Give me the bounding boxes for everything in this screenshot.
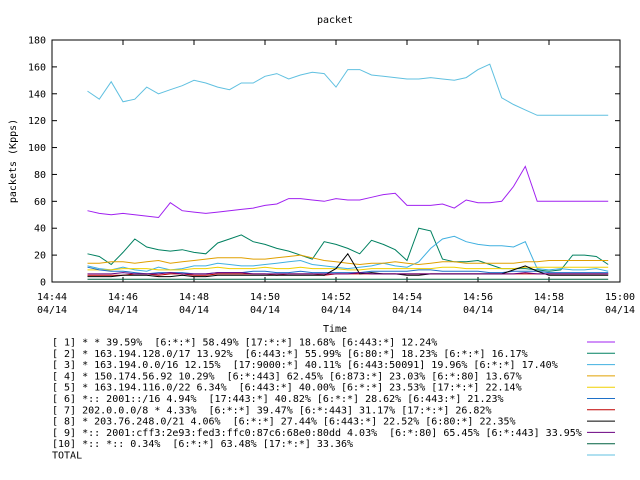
y-tick-label: 80 [34,170,46,181]
series-line-9 [87,272,609,275]
y-tick-label: 160 [28,62,46,73]
legend-entry: [ 4] * 150.174.56.92 10.29% [6:*:443] 62… [52,371,522,382]
y-tick-label: 100 [28,143,46,154]
legend-entry: [ 7] 202.0.0.0/8 * 4.33% [6:*:*] 39.47% … [52,405,492,416]
legend-entry: [ 2] * 163.194.128.0/17 13.92% [6:443:*]… [52,349,528,360]
x-tick-date: 04/14 [534,305,564,316]
x-tick-date: 04/14 [392,305,422,316]
y-tick-label: 120 [28,116,46,127]
y-tick-label: 40 [34,224,46,235]
x-tick-date: 04/14 [605,305,635,316]
chart-title: packet [317,15,353,26]
legend-entry: [ 8] * 203.76.248.0/21 4.06% [6:*:*] 27.… [52,417,516,428]
x-tick-time: 14:54 [392,292,422,303]
x-axis-label: Time [323,324,347,335]
x-tick-date: 04/14 [179,305,209,316]
y-tick-label: 20 [34,251,46,262]
legend-entry: [ 5] * 163.194.116.0/22 6.34% [6:443:*] … [52,383,522,394]
legend-entry: [ 6] *:: 2001::/16 4.94% [17:443:*] 40.8… [52,394,504,405]
plot-area [51,39,621,283]
legend-entry: [ 9] *:: 2001:cff3:2e93:fed3:ffc0:87c6:6… [52,428,582,439]
x-tick-time: 15:00 [605,292,635,303]
y-tick-label: 180 [28,36,46,47]
series-lines [87,63,609,280]
x-tick-time: 14:56 [463,292,493,303]
legend-entry: [ 3] * 163.194.0.0/16 12.15% [17:9000:*]… [52,360,558,371]
x-tick-time: 14:44 [37,292,67,303]
x-tick-time: 14:46 [108,292,138,303]
x-tick-time: 14:52 [321,292,351,303]
x-tick-date: 04/14 [108,305,138,316]
y-axis-label: packets (Kpps) [8,119,19,203]
series-line-1 [87,165,609,219]
x-tick-time: 14:50 [250,292,280,303]
y-tick-label: 0 [40,278,46,289]
x-tick-date: 04/14 [463,305,493,316]
axis-ticks: 0 20 40 60 80 100 120 140 160 180 14:44 04/14 14:46 0… [28,36,635,317]
legend-entry: [ 1] * * 39.59% [6:*:*] 58.49% [17:*:*] … [52,338,437,349]
legend: [ 1] * * 39.59% [6:*:*] 58.49% [17:*:*] … [52,338,615,462]
x-tick-date: 04/14 [321,305,351,316]
x-tick-time: 14:48 [179,292,209,303]
series-line-11 [87,63,609,116]
series-line-2 [87,227,609,272]
y-tick-label: 140 [28,89,46,100]
series-line-8 [87,252,609,278]
legend-entry: [10] *:: *:: 0.34% [6:*:*] 63.48% [17:*:… [52,439,353,450]
y-tick-label: 60 [34,197,46,208]
x-tick-time: 14:58 [534,292,564,303]
legend-entry: TOTAL [52,451,82,462]
x-tick-date: 04/14 [37,305,67,316]
series-line-4 [87,254,609,266]
x-tick-date: 04/14 [250,305,280,316]
